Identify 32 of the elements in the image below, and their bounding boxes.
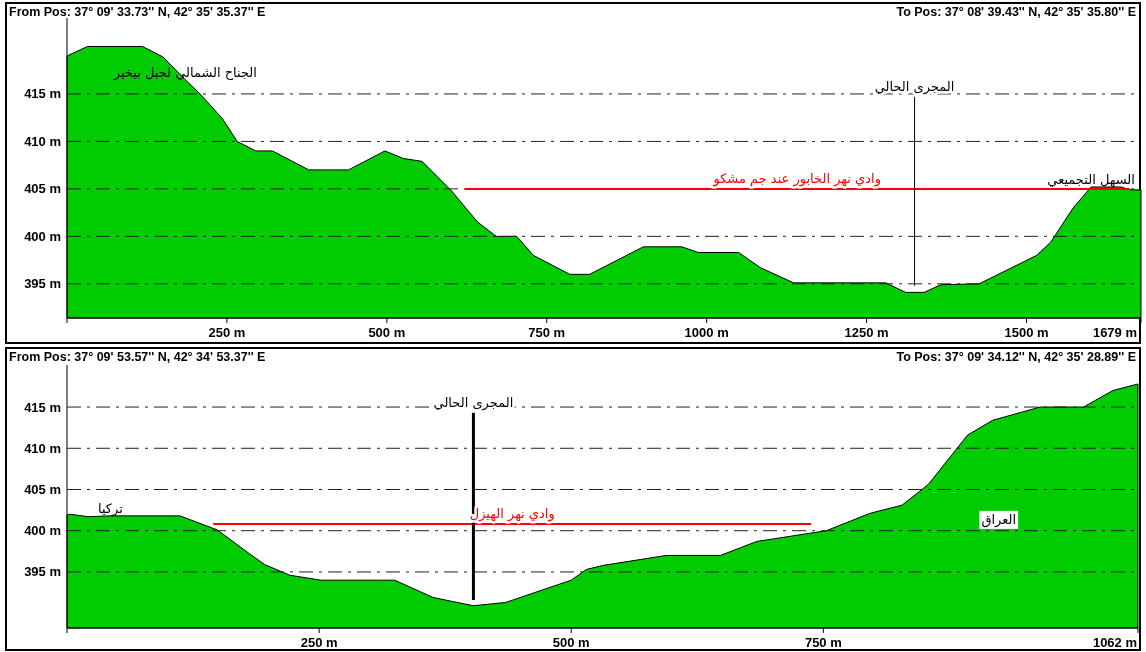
y-tick-label: 405 m xyxy=(24,181,61,197)
series-label: وادي نهر الخابور عند جم مشكو xyxy=(712,170,881,187)
y-tick-label: 395 m xyxy=(24,276,61,292)
x-tick-label: 250 m xyxy=(208,325,246,340)
annotation: السهل التجميعي xyxy=(1047,171,1135,188)
annotation: From Pos: 37° 09' 33.73'' N, 42° 35' 35.37'' E xyxy=(9,5,266,19)
x-tick-label: 1000 m xyxy=(684,325,729,340)
x-tick-label: 1250 m xyxy=(844,325,889,340)
annotation: تركيا xyxy=(97,500,124,517)
x-tick-label: 750 m xyxy=(528,325,566,340)
annotation: الجناح الشمالي لجبل بيخير xyxy=(112,64,257,81)
y-tick-label: 410 m xyxy=(24,440,61,456)
x-tick-label: 250 m xyxy=(300,635,338,650)
y-tick-label: 405 m xyxy=(24,481,61,497)
series-label: المجرى الحالي xyxy=(874,78,955,95)
x-tick-label: 500 m xyxy=(368,325,406,340)
y-tick-label: 410 m xyxy=(24,133,61,149)
text: To Pos: 37° 09' 34.12'' N, 42° 35' 28.89'' E xyxy=(896,350,1136,364)
x-tick-label: 750 m xyxy=(804,635,842,650)
text: From Pos: 37° 09' 53.57'' N, 42° 34' 53.37'' E xyxy=(9,350,266,364)
y-tick-label: 415 m xyxy=(24,86,61,102)
series-label: المجرى الحالي xyxy=(433,394,514,411)
annotation: العراق xyxy=(981,511,1017,528)
annotation: To Pos: 37° 08' 39.43'' N, 42° 35' 35.80'' E xyxy=(896,5,1136,19)
y-tick-label: 400 m xyxy=(24,523,61,539)
x-tick-label: 1679 m xyxy=(1092,325,1137,340)
y-tick-label: 395 m xyxy=(24,564,61,580)
x-tick-label: 500 m xyxy=(552,635,590,650)
y-tick-label: 415 m xyxy=(24,399,61,415)
y-tick-label: 400 m xyxy=(24,228,61,244)
x-tick-label: 1062 m xyxy=(1092,635,1137,650)
x-tick-label: 1500 m xyxy=(1004,325,1049,340)
